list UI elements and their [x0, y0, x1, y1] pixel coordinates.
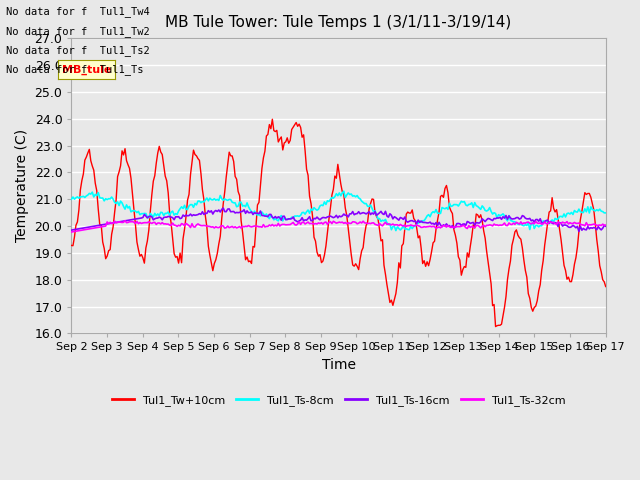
Text: MB_tule: MB_tule [61, 64, 111, 75]
X-axis label: Time: Time [321, 358, 356, 372]
Text: No data for f  Tul1_Tw4: No data for f Tul1_Tw4 [6, 6, 150, 17]
Text: No data for f  Tul1_Tw2: No data for f Tul1_Tw2 [6, 25, 150, 36]
Title: MB Tule Tower: Tule Temps 1 (3/1/11-3/19/14): MB Tule Tower: Tule Temps 1 (3/1/11-3/19… [166, 15, 512, 30]
Text: No data for f  Tul1_Ts2: No data for f Tul1_Ts2 [6, 45, 150, 56]
Y-axis label: Temperature (C): Temperature (C) [15, 129, 29, 242]
Legend: Tul1_Tw+10cm, Tul1_Ts-8cm, Tul1_Ts-16cm, Tul1_Ts-32cm: Tul1_Tw+10cm, Tul1_Ts-8cm, Tul1_Ts-16cm,… [108, 391, 570, 410]
Text: No data for f  Tul1_Ts: No data for f Tul1_Ts [6, 64, 144, 75]
